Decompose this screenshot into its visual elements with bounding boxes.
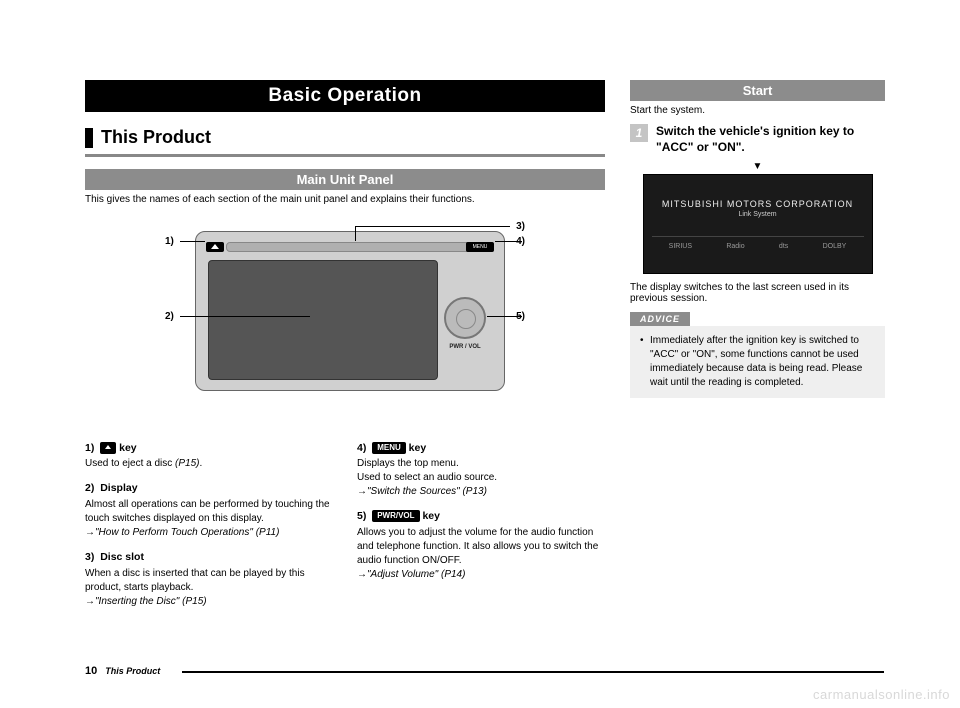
item-desc: When a disc is inserted that can be play… bbox=[85, 567, 333, 595]
sirius-logo: SIRIUS bbox=[669, 243, 692, 250]
after-shot-text: The display switches to the last screen … bbox=[630, 282, 885, 304]
callout-line bbox=[180, 316, 310, 317]
page-number: 10 bbox=[85, 665, 97, 677]
item-num: 3) bbox=[85, 551, 94, 563]
footer-line bbox=[182, 671, 884, 673]
step-text: Switch the vehicle's ignition key to "AC… bbox=[656, 124, 885, 155]
callout-line bbox=[180, 241, 205, 242]
item-num: 1) bbox=[85, 442, 94, 454]
down-triangle-icon: ▼ bbox=[630, 161, 885, 172]
arrow-icon bbox=[85, 596, 95, 607]
device-screen bbox=[208, 260, 438, 380]
pwrvol-chip: PWR/VOL bbox=[372, 510, 419, 522]
dolby-logo: DOLBY bbox=[823, 243, 847, 250]
step-number-badge: 1 bbox=[630, 124, 648, 142]
page-footer: 10 This Product bbox=[85, 665, 160, 677]
arrow-icon bbox=[85, 527, 95, 538]
pwr-vol-label: PWR / VOL bbox=[444, 344, 486, 350]
pwr-vol-knob bbox=[444, 297, 486, 339]
advice-label: ADVICE bbox=[630, 312, 690, 326]
callout-line bbox=[487, 316, 522, 317]
item-desc: Used to select an audio source. bbox=[357, 471, 605, 485]
item-ref: "Inserting the Disc" (P15) bbox=[95, 596, 207, 607]
item-ref: "How to Perform Touch Operations" (P11) bbox=[95, 527, 279, 538]
device-body: MENU PWR / VOL bbox=[195, 231, 505, 391]
watermark: carmanualsonline.info bbox=[813, 687, 950, 702]
item-title: Disc slot bbox=[100, 551, 144, 563]
eject-button-graphic bbox=[206, 242, 224, 252]
arrow-icon bbox=[357, 486, 367, 497]
screenshot: MITSUBISHI MOTORS CORPORATION Link Syste… bbox=[643, 174, 873, 274]
shot-brand: MITSUBISHI MOTORS CORPORATION bbox=[652, 199, 864, 209]
shot-divider bbox=[652, 236, 864, 237]
key-word: key bbox=[422, 510, 440, 522]
eject-chip-icon bbox=[100, 442, 116, 454]
key-word: key bbox=[409, 442, 427, 454]
callout-column-left: 1) key Used to eject a disc (P15). 2) Di… bbox=[85, 441, 333, 619]
callout-3: 3) bbox=[516, 221, 525, 232]
callout-column-right: 4) MENU key Displays the top menu. Used … bbox=[357, 441, 605, 619]
arrow-icon bbox=[357, 569, 367, 580]
item-num: 4) bbox=[357, 442, 366, 454]
shot-link: Link System bbox=[652, 211, 864, 218]
item-num: 2) bbox=[85, 482, 94, 494]
dts-logo: dts bbox=[779, 243, 788, 250]
item-desc: Almost all operations can be performed b… bbox=[85, 498, 333, 526]
section-title: This Product bbox=[85, 128, 605, 148]
item-2: 2) Display Almost all operations can be … bbox=[85, 481, 333, 540]
item-desc: Allows you to adjust the volume for the … bbox=[357, 526, 605, 568]
item-4: 4) MENU key Displays the top menu. Used … bbox=[357, 441, 605, 500]
device-illustration: MENU PWR / VOL 1) 2) 3) 4) 5) bbox=[135, 221, 555, 411]
footer-title: This Product bbox=[105, 666, 160, 676]
disc-slot bbox=[226, 242, 476, 252]
section-rule bbox=[85, 154, 605, 157]
item-ref: "Switch the Sources" (P13) bbox=[367, 486, 487, 497]
item-ref: "Adjust Volume" (P14) bbox=[367, 569, 465, 580]
key-word: key bbox=[119, 442, 137, 454]
callout-2: 2) bbox=[165, 311, 174, 322]
start-heading: Start bbox=[630, 80, 885, 101]
start-intro: Start the system. bbox=[630, 105, 885, 116]
item-num: 5) bbox=[357, 510, 366, 522]
callout-line bbox=[495, 241, 522, 242]
period: . bbox=[200, 458, 203, 469]
radio-logo: Radio bbox=[726, 243, 744, 250]
page-title-bar: Basic Operation bbox=[85, 80, 605, 112]
item-3: 3) Disc slot When a disc is inserted tha… bbox=[85, 550, 333, 609]
menu-chip: MENU bbox=[372, 442, 406, 454]
callout-line bbox=[355, 226, 510, 227]
advice-text: Immediately after the ignition key is sw… bbox=[640, 334, 875, 390]
step-1: 1 Switch the vehicle's ignition key to "… bbox=[630, 124, 885, 155]
callout-line bbox=[355, 226, 356, 241]
item-title: Display bbox=[100, 482, 137, 494]
main-unit-panel-desc: This gives the names of each section of … bbox=[85, 194, 605, 205]
item-1: 1) key Used to eject a disc (P15). bbox=[85, 441, 333, 472]
main-unit-panel-heading: Main Unit Panel bbox=[85, 169, 605, 190]
item-5: 5) PWR/VOL key Allows you to adjust the … bbox=[357, 509, 605, 582]
item-desc: Displays the top menu. bbox=[357, 457, 605, 471]
item-ref: (P15) bbox=[175, 458, 199, 469]
advice-box: Immediately after the ignition key is sw… bbox=[630, 326, 885, 398]
callout-1: 1) bbox=[165, 236, 174, 247]
item-desc: Used to eject a disc bbox=[85, 458, 175, 469]
menu-button-graphic: MENU bbox=[466, 242, 494, 252]
